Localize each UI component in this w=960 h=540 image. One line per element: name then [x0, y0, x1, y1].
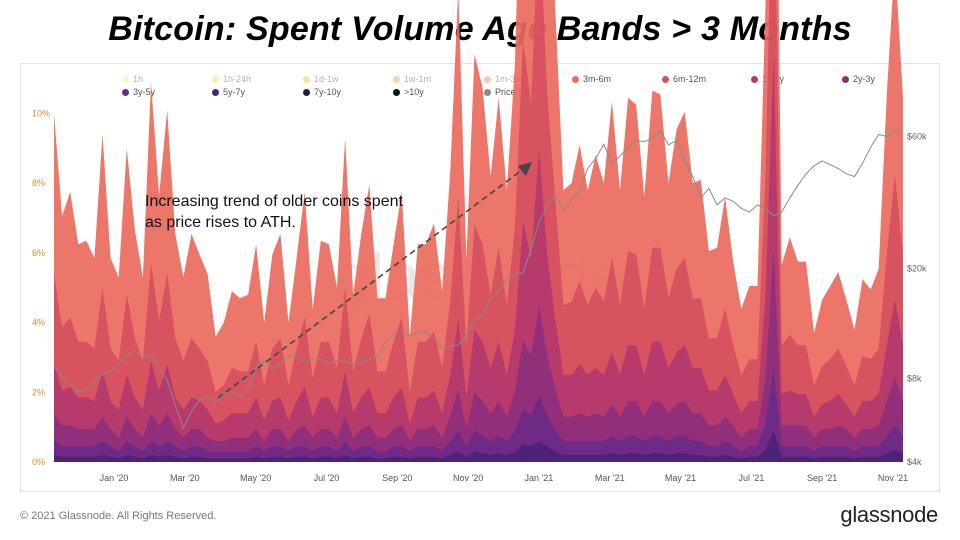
- page-title: Bitcoin: Spent Volume Age Bands > 3 Mont…: [108, 10, 852, 48]
- legend-item[interactable]: 1h: [122, 74, 143, 84]
- copyright-text: © 2021 Glassnode. All Rights Reserved.: [20, 510, 217, 522]
- legend-label: 1m-3m: [495, 74, 524, 84]
- area-series-1y-2y: [54, 54, 903, 462]
- y-left-tick-label: 8%: [32, 178, 45, 188]
- y-right-tick-label: $20k: [907, 264, 927, 274]
- x-tick-label: Jan '21: [525, 473, 554, 483]
- legend-label: 1d-1w: [314, 74, 339, 84]
- legend-item[interactable]: >10y: [393, 87, 424, 97]
- area-series-2y-3y: [54, 249, 903, 462]
- x-tick-label: Sep '20: [382, 473, 412, 483]
- legend-swatch: [122, 76, 129, 83]
- area-series-6m-12m: [54, 0, 903, 462]
- legend-label: 1h-24h: [223, 74, 252, 84]
- area-series-5y-7y: [54, 430, 903, 462]
- legend-item[interactable]: 1m-3m: [484, 74, 523, 84]
- legend-item[interactable]: 1h-24h: [212, 74, 251, 84]
- legend-swatch: [484, 76, 491, 83]
- legend-label: 3y-5y: [133, 87, 156, 97]
- y-right-tick-label: $8k: [907, 374, 922, 384]
- legend-label: 1h: [133, 74, 144, 84]
- trend-arrow-head: [518, 162, 532, 176]
- legend-label: 7y-10y: [314, 87, 342, 97]
- legend-swatch: [751, 76, 758, 83]
- y-left-tick-label: 2%: [32, 387, 45, 397]
- x-tick-label: Mar '20: [170, 473, 200, 483]
- legend-swatch: [122, 89, 129, 96]
- legend-label: 1w-1m: [404, 74, 432, 84]
- x-tick-label: Jul '21: [738, 473, 764, 483]
- legend-swatch: [484, 89, 491, 96]
- legend-item[interactable]: 1d-1w: [303, 74, 339, 84]
- legend-item[interactable]: 1w-1m: [393, 74, 431, 84]
- legend-swatch: [303, 76, 310, 83]
- y-right-tick-label: $4k: [907, 457, 922, 467]
- chart-annotation: Increasing trend of older coins spent as…: [145, 191, 403, 233]
- y-left-tick-label: 6%: [32, 248, 45, 258]
- legend-item[interactable]: 6m-12m: [662, 74, 706, 84]
- annotation-line-2: as price rises to ATH.: [145, 214, 296, 231]
- legend-swatch: [572, 76, 579, 83]
- x-tick-label: Nov '21: [878, 473, 908, 483]
- x-tick-label: Jan '20: [100, 473, 129, 483]
- legend-swatch: [842, 76, 849, 83]
- y-left-tick-label: 4%: [32, 318, 45, 328]
- x-tick-label: Sep '21: [807, 473, 837, 483]
- x-tick-label: May '21: [665, 473, 696, 483]
- legend-swatch: [212, 76, 219, 83]
- legend-swatch: [393, 89, 400, 96]
- legend-item[interactable]: 5y-7y: [212, 87, 245, 97]
- y-left-tick-label: 0%: [32, 457, 45, 467]
- legend-item[interactable]: 2y-3y: [842, 74, 875, 84]
- x-tick-label: Jul '20: [314, 473, 340, 483]
- legend-swatch: [303, 89, 310, 96]
- trend-arrow-line: [217, 169, 523, 399]
- legend-item[interactable]: 3y-5y: [122, 87, 155, 97]
- legend-swatch: [662, 76, 669, 83]
- x-tick-label: Nov '20: [453, 473, 483, 483]
- legend-label: 6m-12m: [673, 74, 707, 84]
- legend-item[interactable]: 3m-6m: [572, 74, 611, 84]
- y-left-tick-label: 10%: [32, 108, 50, 118]
- price-line: [53, 128, 904, 430]
- legend-label: >10y: [404, 87, 424, 97]
- legend-item[interactable]: 7y-10y: [303, 87, 341, 97]
- area-series-3y-5y: [54, 367, 903, 462]
- x-tick-label: Mar '21: [595, 473, 625, 483]
- brand-logo: glassnode: [840, 502, 938, 527]
- legend-swatch: [393, 76, 400, 83]
- legend-swatch: [212, 89, 219, 96]
- legend-label: 2y-3y: [853, 74, 876, 84]
- annotation-line-1: Increasing trend of older coins spent: [145, 193, 403, 210]
- legend-label: 5y-7y: [223, 87, 246, 97]
- legend-label: 3m-6m: [583, 74, 612, 84]
- y-right-tick-label: $60k: [907, 132, 927, 142]
- x-tick-label: May '20: [240, 473, 271, 483]
